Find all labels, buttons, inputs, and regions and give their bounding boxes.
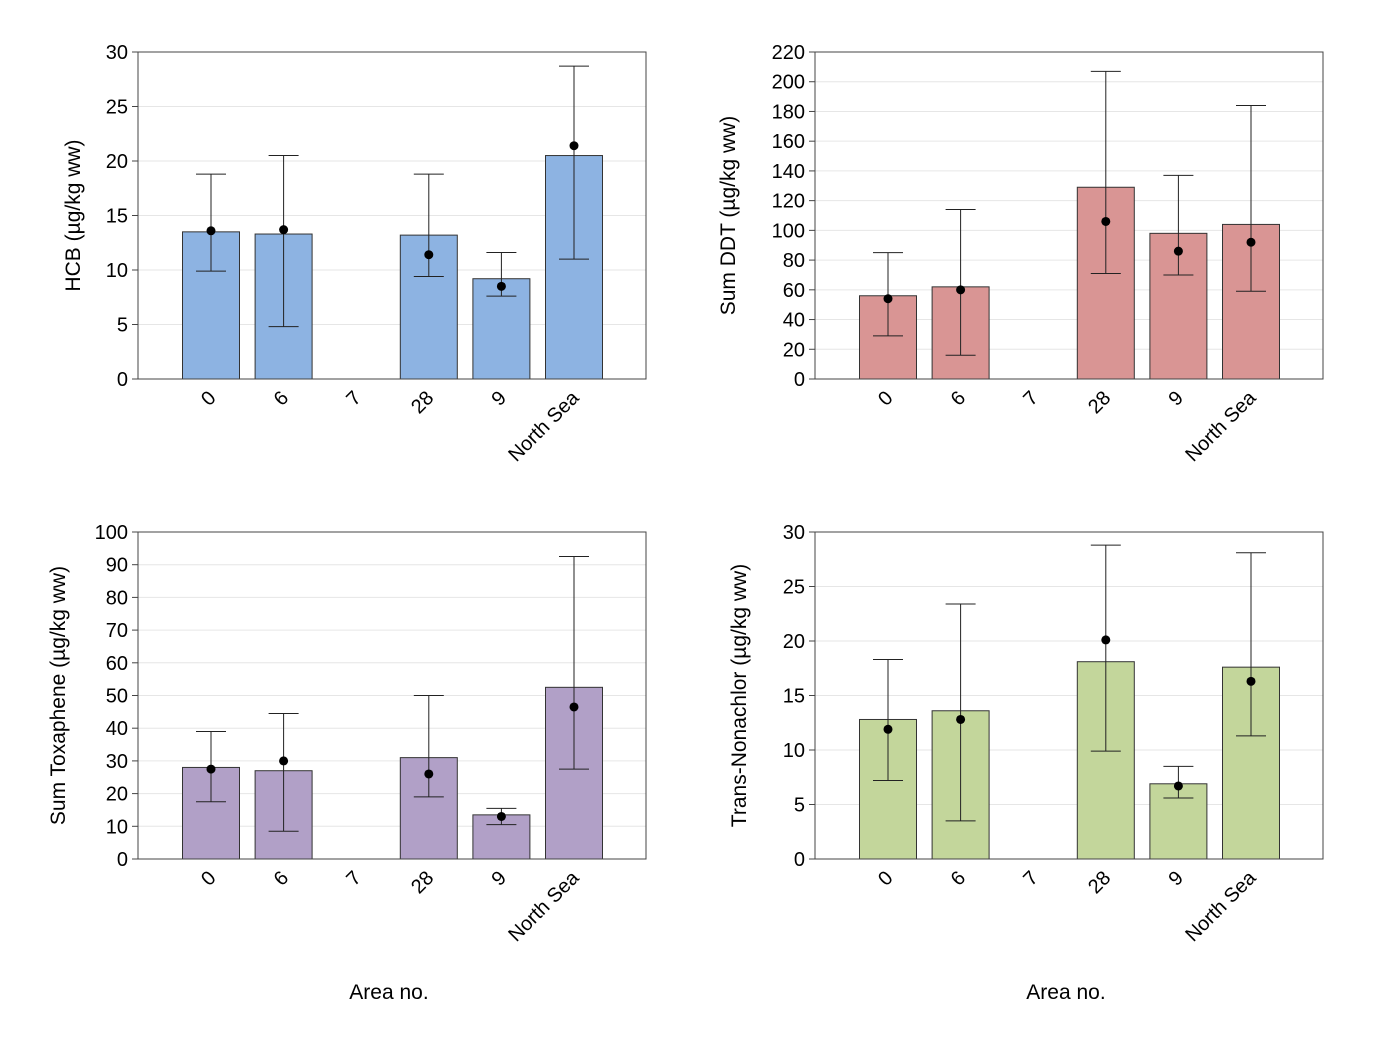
mean-point (883, 294, 893, 304)
y-tick-label: 160 (772, 131, 805, 153)
mean-point (1101, 635, 1111, 645)
y-tick-label: 25 (783, 577, 805, 599)
y-tick-label: 90 (106, 555, 128, 577)
y-tick-label: 0 (117, 849, 128, 871)
x-tick-label: 9 (488, 387, 511, 410)
x-tick-label: 9 (1165, 867, 1188, 890)
y-tick-label: 40 (106, 718, 128, 740)
y-tick-label: 20 (106, 151, 128, 173)
y-tick-label: 80 (106, 587, 128, 609)
mean-point (206, 764, 216, 774)
y-tick-label: 40 (783, 310, 805, 332)
mean-point (424, 250, 434, 260)
mean-point (424, 769, 434, 779)
y-tick-label: 20 (106, 784, 128, 806)
x-tick-label: 0 (874, 387, 897, 410)
y-tick-label: 25 (106, 97, 128, 119)
y-tick-label: 15 (106, 206, 128, 228)
y-tick-label: 0 (117, 369, 128, 391)
x-tick-label: 28 (407, 867, 438, 898)
x-tick-label: North Sea (504, 866, 584, 946)
y-tick-label: 20 (783, 631, 805, 653)
mean-point (956, 285, 966, 295)
y-tick-label: 120 (772, 191, 805, 213)
mean-point (1173, 781, 1183, 791)
y-tick-label: 10 (106, 816, 128, 838)
y-tick-label: 60 (106, 653, 128, 675)
y-tick-label: 200 (772, 72, 805, 94)
y-tick-label: 0 (794, 369, 805, 391)
x-tick-label: North Sea (504, 386, 584, 466)
x-tick-label: 6 (947, 387, 970, 410)
mean-point (1246, 676, 1256, 686)
y-tick-label: 220 (772, 42, 805, 64)
x-tick-label: 9 (1165, 387, 1188, 410)
y-tick-label: 30 (783, 522, 805, 544)
x-tick-label: 6 (270, 867, 293, 890)
y-axis-label: Sum DDT (µg/kg ww) (717, 116, 740, 316)
y-tick-label: 60 (783, 280, 805, 302)
x-tick-label: 7 (1019, 387, 1042, 410)
y-tick-label: 0 (794, 849, 805, 871)
y-axis-label: HCB (µg/kg ww) (62, 139, 85, 291)
x-axis-label: Area no. (349, 981, 428, 1004)
x-tick-label: 7 (1019, 867, 1042, 890)
x-tick-label: 9 (488, 867, 511, 890)
mean-point (569, 702, 579, 712)
y-tick-label: 140 (772, 161, 805, 183)
x-tick-label: North Sea (1181, 866, 1261, 946)
y-tick-label: 20 (783, 339, 805, 361)
x-tick-label: 6 (270, 387, 293, 410)
mean-point (883, 724, 893, 734)
plot-frame (814, 51, 1324, 380)
y-tick-label: 70 (106, 620, 128, 642)
mean-point (956, 714, 966, 724)
x-tick-label: 0 (197, 387, 220, 410)
y-tick-label: 100 (95, 522, 128, 544)
mean-point (496, 281, 506, 291)
y-tick-label: 10 (783, 740, 805, 762)
mean-point (279, 756, 289, 766)
y-tick-label: 10 (106, 260, 128, 282)
x-tick-label: 0 (874, 867, 897, 890)
x-tick-label: 0 (197, 867, 220, 890)
mean-point (1101, 216, 1111, 226)
y-tick-label: 180 (772, 101, 805, 123)
mean-point (496, 811, 506, 821)
x-tick-label: 7 (342, 387, 365, 410)
x-tick-label: 28 (1084, 867, 1115, 898)
mean-point (206, 226, 216, 236)
x-tick-label: 28 (407, 387, 438, 418)
y-tick-label: 100 (772, 220, 805, 242)
x-tick-label: 7 (342, 867, 365, 890)
y-tick-label: 5 (794, 795, 805, 817)
y-tick-label: 30 (106, 42, 128, 64)
mean-point (279, 225, 289, 235)
y-tick-label: 5 (117, 315, 128, 337)
chart-sum-ddt: 0 20 40 60 80 100 120 140 160 180 200 220 0 6 7 28 9Nort… (717, 42, 1324, 466)
y-axis-label: Trans-Nonachlor (µg/kg ww) (728, 564, 751, 827)
x-tick-label: 28 (1084, 387, 1115, 418)
x-axis-label: Area no. (1026, 981, 1105, 1004)
x-tick-label: 6 (947, 867, 970, 890)
y-tick-label: 30 (106, 751, 128, 773)
y-tick-label: 15 (783, 686, 805, 708)
mean-point (569, 141, 579, 151)
y-axis-label: Sum Toxaphene (µg/kg ww) (47, 566, 70, 825)
mean-point (1246, 237, 1256, 247)
x-tick-label: North Sea (1181, 386, 1261, 466)
y-tick-label: 80 (783, 250, 805, 272)
mean-point (1173, 246, 1183, 256)
y-tick-label: 50 (106, 686, 128, 708)
